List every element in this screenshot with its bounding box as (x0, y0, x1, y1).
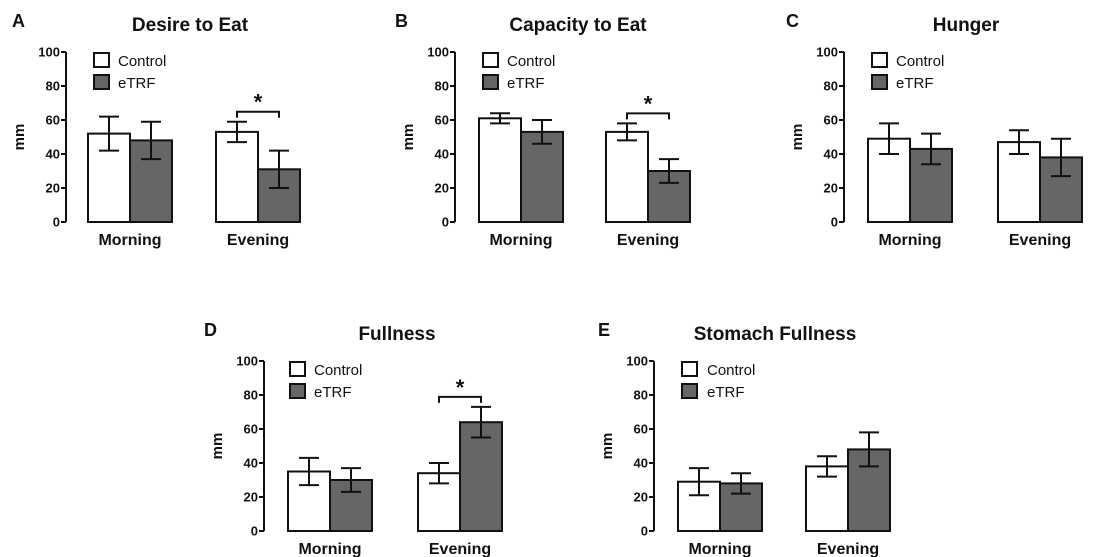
legend-swatch-etrf (289, 383, 306, 399)
legend-swatch-control (681, 361, 698, 377)
significance-bracket (626, 112, 670, 120)
y-tick-label: 40 (46, 147, 60, 162)
y-tick-label: 40 (634, 456, 648, 471)
y-tick-label: 20 (824, 181, 838, 196)
y-tick-label: 100 (236, 354, 258, 369)
legend-label-control: Control (314, 362, 362, 379)
panel-title: Stomach Fullness (694, 324, 857, 345)
legend-label-control: Control (707, 362, 755, 379)
bar-etrf-evening (257, 168, 301, 224)
y-tick-label: 0 (442, 215, 449, 230)
legend-swatch-control (871, 52, 888, 68)
bar-etrf-evening (647, 170, 691, 223)
panel-title: Hunger (933, 15, 1000, 36)
x-category-label: Evening (617, 232, 679, 249)
significance-bracket (438, 395, 482, 403)
y-tick-label: 60 (634, 422, 648, 437)
significance-star: * (644, 91, 653, 116)
legend-label-etrf: eTRF (314, 384, 352, 401)
significance-star: * (254, 90, 263, 115)
legend-label-control: Control (118, 53, 166, 70)
y-tick-label: 40 (435, 147, 449, 162)
panel-letter: D (204, 320, 217, 340)
x-category-label: Morning (298, 541, 361, 557)
y-tick-label: 100 (816, 45, 838, 60)
legend-swatch-etrf (482, 74, 499, 90)
y-tick-label: 20 (634, 490, 648, 505)
legend-swatch-etrf (871, 74, 888, 90)
y-tick-label: 60 (824, 113, 838, 128)
x-category-label: Evening (1009, 232, 1071, 249)
legend-label-control: Control (507, 53, 555, 70)
y-axis-label: mm (400, 124, 417, 151)
panel-b: B Capacity to Eat mm Control eTRF Mornin… (395, 11, 691, 249)
panel-letter: B (395, 11, 408, 31)
y-axis-label: mm (209, 433, 226, 460)
legend-swatch-etrf (93, 74, 110, 90)
panel-letter: C (786, 11, 799, 31)
y-axis-label: mm (789, 124, 806, 151)
y-axis-label: mm (599, 433, 616, 460)
y-tick-label: 60 (46, 113, 60, 128)
legend-swatch-etrf (681, 383, 698, 399)
x-category-label: Evening (227, 232, 289, 249)
panel-letter: A (12, 11, 25, 31)
y-tick-label: 100 (38, 45, 60, 60)
x-category-label: Morning (98, 232, 161, 249)
y-tick-label: 100 (427, 45, 449, 60)
significance-bracket (236, 110, 280, 118)
y-tick-label: 40 (824, 147, 838, 162)
y-tick-label: 40 (244, 456, 258, 471)
y-tick-label: 0 (251, 524, 258, 539)
x-category-label: Evening (817, 541, 879, 557)
legend-label-etrf: eTRF (896, 75, 934, 92)
y-tick-label: 20 (244, 490, 258, 505)
bar-control-evening (605, 130, 649, 223)
legend-label-control: Control (896, 53, 944, 70)
y-tick-label: 80 (46, 79, 60, 94)
panel-a: A Desire to Eat mm Control eTRF Morning … (11, 11, 301, 249)
y-tick-label: 60 (244, 422, 258, 437)
y-tick-label: 100 (626, 354, 648, 369)
legend-label-etrf: eTRF (118, 75, 156, 92)
bar-control-morning (478, 117, 522, 223)
legend-swatch-control (93, 52, 110, 68)
legend-label-etrf: eTRF (707, 384, 745, 401)
y-tick-label: 80 (824, 79, 838, 94)
bar-control-evening (997, 141, 1041, 224)
legend-swatch-control (482, 52, 499, 68)
x-category-label: Morning (489, 232, 552, 249)
panel-title: Capacity to Eat (509, 15, 647, 36)
significance-star: * (456, 375, 465, 400)
bar-control-evening (215, 130, 259, 223)
panel-e: E Stomach Fullness mm Control eTRF Morni… (598, 320, 891, 557)
bar-etrf-evening (459, 421, 503, 533)
legend-label-etrf: eTRF (507, 75, 545, 92)
panel-c: C Hunger mm Control eTRF Morning Evening… (786, 11, 1083, 249)
x-category-label: Morning (878, 232, 941, 249)
y-tick-label: 80 (244, 388, 258, 403)
y-tick-label: 20 (46, 181, 60, 196)
y-tick-label: 0 (53, 215, 60, 230)
y-axis-label: mm (11, 124, 28, 151)
panel-letter: E (598, 320, 610, 340)
x-category-label: Morning (688, 541, 751, 557)
y-tick-label: 60 (435, 113, 449, 128)
panel-title: Desire to Eat (132, 15, 249, 36)
y-tick-label: 80 (435, 79, 449, 94)
panel-d: D Fullness mm Control eTRF Morning Eveni… (204, 320, 503, 557)
x-category-label: Evening (429, 541, 491, 557)
y-tick-label: 20 (435, 181, 449, 196)
bar-etrf-morning (520, 130, 564, 223)
y-tick-label: 0 (641, 524, 648, 539)
y-tick-label: 80 (634, 388, 648, 403)
panel-title: Fullness (358, 324, 435, 345)
y-tick-label: 0 (831, 215, 838, 230)
legend-swatch-control (289, 361, 306, 377)
